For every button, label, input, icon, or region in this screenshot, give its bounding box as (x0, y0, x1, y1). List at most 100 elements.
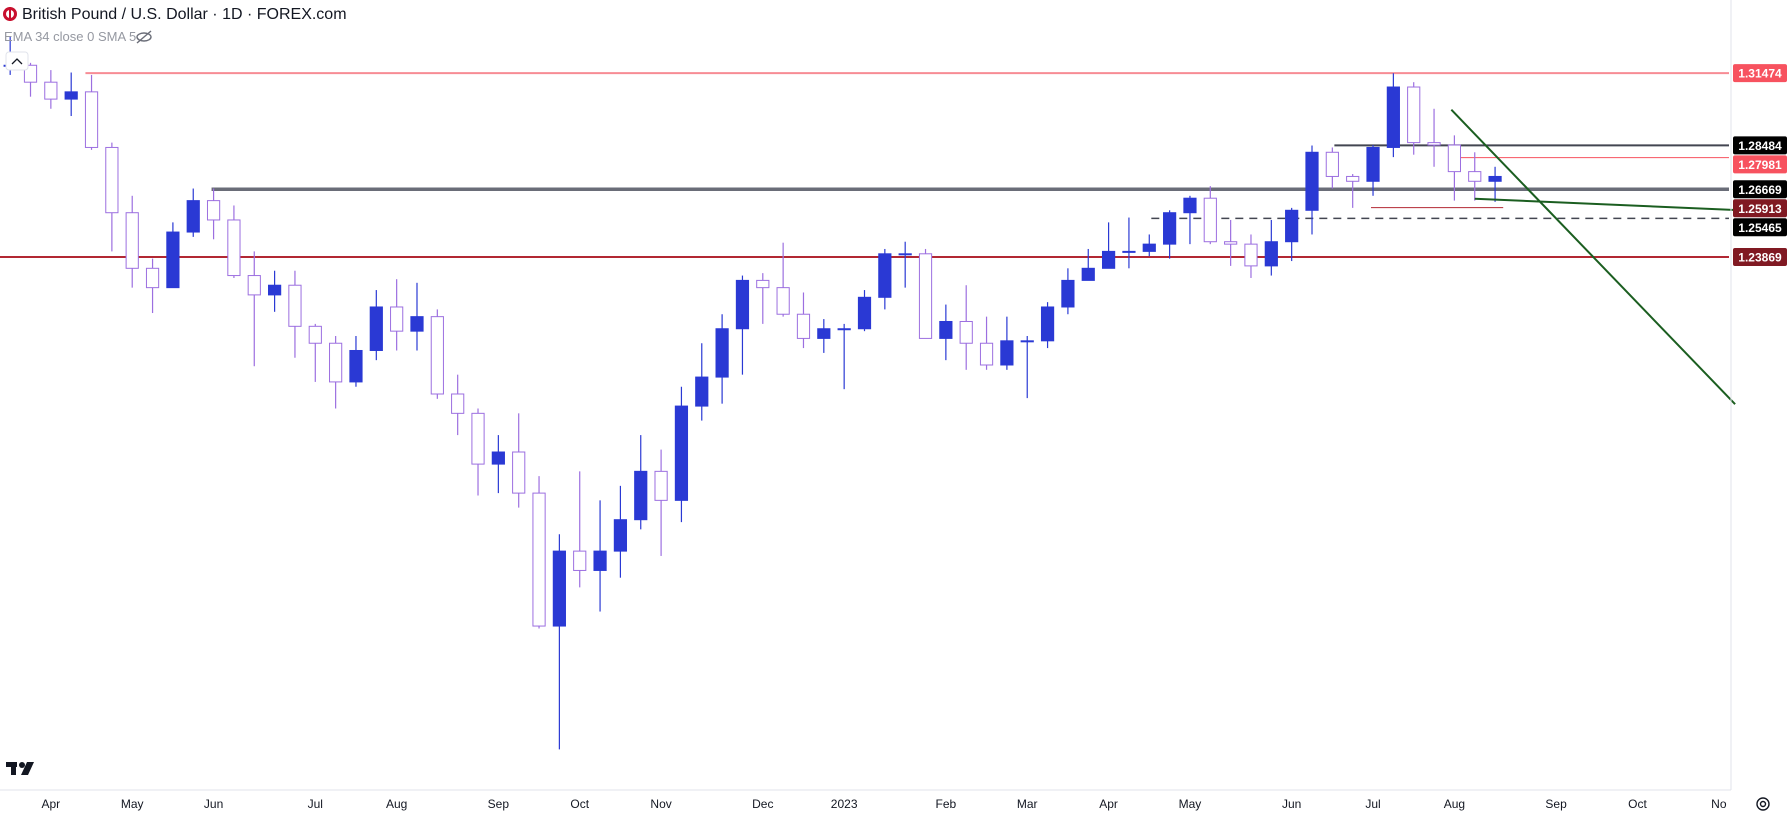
candle-body (1305, 151, 1319, 211)
candle-body (1488, 175, 1502, 182)
candle-body (1244, 243, 1258, 267)
price-label-box (1733, 247, 1787, 266)
settings-icon[interactable] (1756, 797, 1770, 811)
candle-body (1142, 243, 1156, 252)
candle-body (878, 253, 892, 298)
candle-body (735, 279, 750, 330)
candle-body (674, 405, 689, 501)
candle-body (105, 146, 119, 214)
candle-body (593, 550, 607, 571)
collapse-button[interactable] (5, 51, 29, 71)
candle-body (227, 219, 241, 277)
candle-body (1101, 250, 1116, 269)
x-tick-label: Mar (1017, 797, 1038, 811)
candle-body (552, 550, 566, 627)
x-tick-label: Nov (650, 797, 671, 811)
candle-body (1407, 86, 1421, 144)
x-tick-label: 2023 (831, 797, 858, 811)
x-tick-label: May (1179, 797, 1202, 811)
x-tick-label: Jun (204, 797, 223, 811)
candle-body (898, 253, 912, 256)
candle-body (1366, 146, 1380, 182)
candle-body (715, 328, 729, 378)
candle-body (145, 267, 160, 289)
candle-body (430, 316, 444, 395)
candle-body (268, 284, 282, 296)
candle-body (634, 470, 648, 521)
candle-body (125, 212, 139, 269)
candle-body (390, 306, 404, 332)
symbol-title: British Pound / U.S. Dollar · 1D · FOREX… (22, 6, 347, 23)
price-label-box (1733, 218, 1787, 237)
x-tick-label: Feb (936, 797, 957, 811)
trend-line (1450, 109, 1736, 405)
indicator-legend[interactable]: EMA 34 close 0 SMA 5 (4, 29, 136, 44)
candle-body (1447, 144, 1461, 173)
candle-body (776, 287, 790, 315)
candle-body (1325, 151, 1339, 177)
price-label-box (1733, 64, 1787, 83)
candle-body (84, 91, 99, 148)
candle-body (573, 550, 587, 571)
candle-body (939, 320, 953, 339)
candle-body (206, 200, 221, 221)
symbol-flag (3, 7, 17, 21)
candle-body (1061, 279, 1075, 308)
price-label: 1.25913 (1738, 202, 1782, 216)
candle-body (44, 81, 58, 100)
candle-body (1040, 306, 1055, 342)
candle-body (695, 376, 709, 407)
candle-body (1386, 86, 1400, 148)
candle-body (1122, 250, 1136, 253)
candle-body (837, 328, 851, 331)
x-tick-label: Apr (42, 797, 61, 811)
price-label: 1.26669 (1738, 183, 1782, 197)
candle-body (817, 328, 831, 339)
candle-body (471, 412, 485, 465)
candle-body (756, 279, 770, 289)
candle-body (308, 325, 322, 344)
plot-area (0, 36, 1736, 750)
candle-body (369, 306, 383, 351)
candle-body (1427, 142, 1441, 146)
x-tick-label: Apr (1099, 797, 1118, 811)
hide-indicators-icon[interactable] (136, 30, 152, 44)
price-label: 1.31474 (1738, 67, 1782, 81)
candle-body (186, 200, 200, 233)
candle-body (1183, 197, 1197, 214)
x-tick-label: Sep (488, 797, 510, 811)
candle-body (654, 470, 668, 501)
candle-body (247, 275, 261, 296)
candle-body (329, 342, 343, 383)
candle-body (613, 519, 628, 552)
candle-body (512, 451, 526, 494)
x-tick-label: Jun (1282, 797, 1301, 811)
x-tick-label: Aug (1444, 797, 1465, 811)
price-label-box (1733, 136, 1787, 155)
candle-body (979, 342, 994, 366)
candle-body (166, 231, 180, 289)
candle-body (918, 253, 933, 339)
candle-body (451, 393, 465, 414)
x-tick-label: Jul (1365, 797, 1380, 811)
x-tick-label: Jul (308, 797, 323, 811)
candle-body (1081, 267, 1095, 281)
candle-body (959, 320, 973, 344)
candle-body (64, 91, 78, 100)
candle-body (1224, 241, 1238, 245)
candle-body (1163, 212, 1177, 245)
candle-body (1346, 175, 1360, 182)
x-tick-label: May (121, 797, 144, 811)
price-label-box (1733, 180, 1787, 199)
candle-body (1000, 340, 1014, 366)
candle-body (1468, 171, 1482, 182)
candle-body (1020, 340, 1034, 343)
candle-body (349, 349, 363, 383)
candle-body (857, 296, 872, 330)
tradingview-logo[interactable] (6, 762, 34, 775)
x-tick-label: Aug (386, 797, 407, 811)
x-tick-label: No (1711, 797, 1727, 811)
price-label-box (1733, 199, 1787, 218)
price-label: 1.27981 (1738, 158, 1782, 172)
trend-line (1474, 197, 1736, 212)
